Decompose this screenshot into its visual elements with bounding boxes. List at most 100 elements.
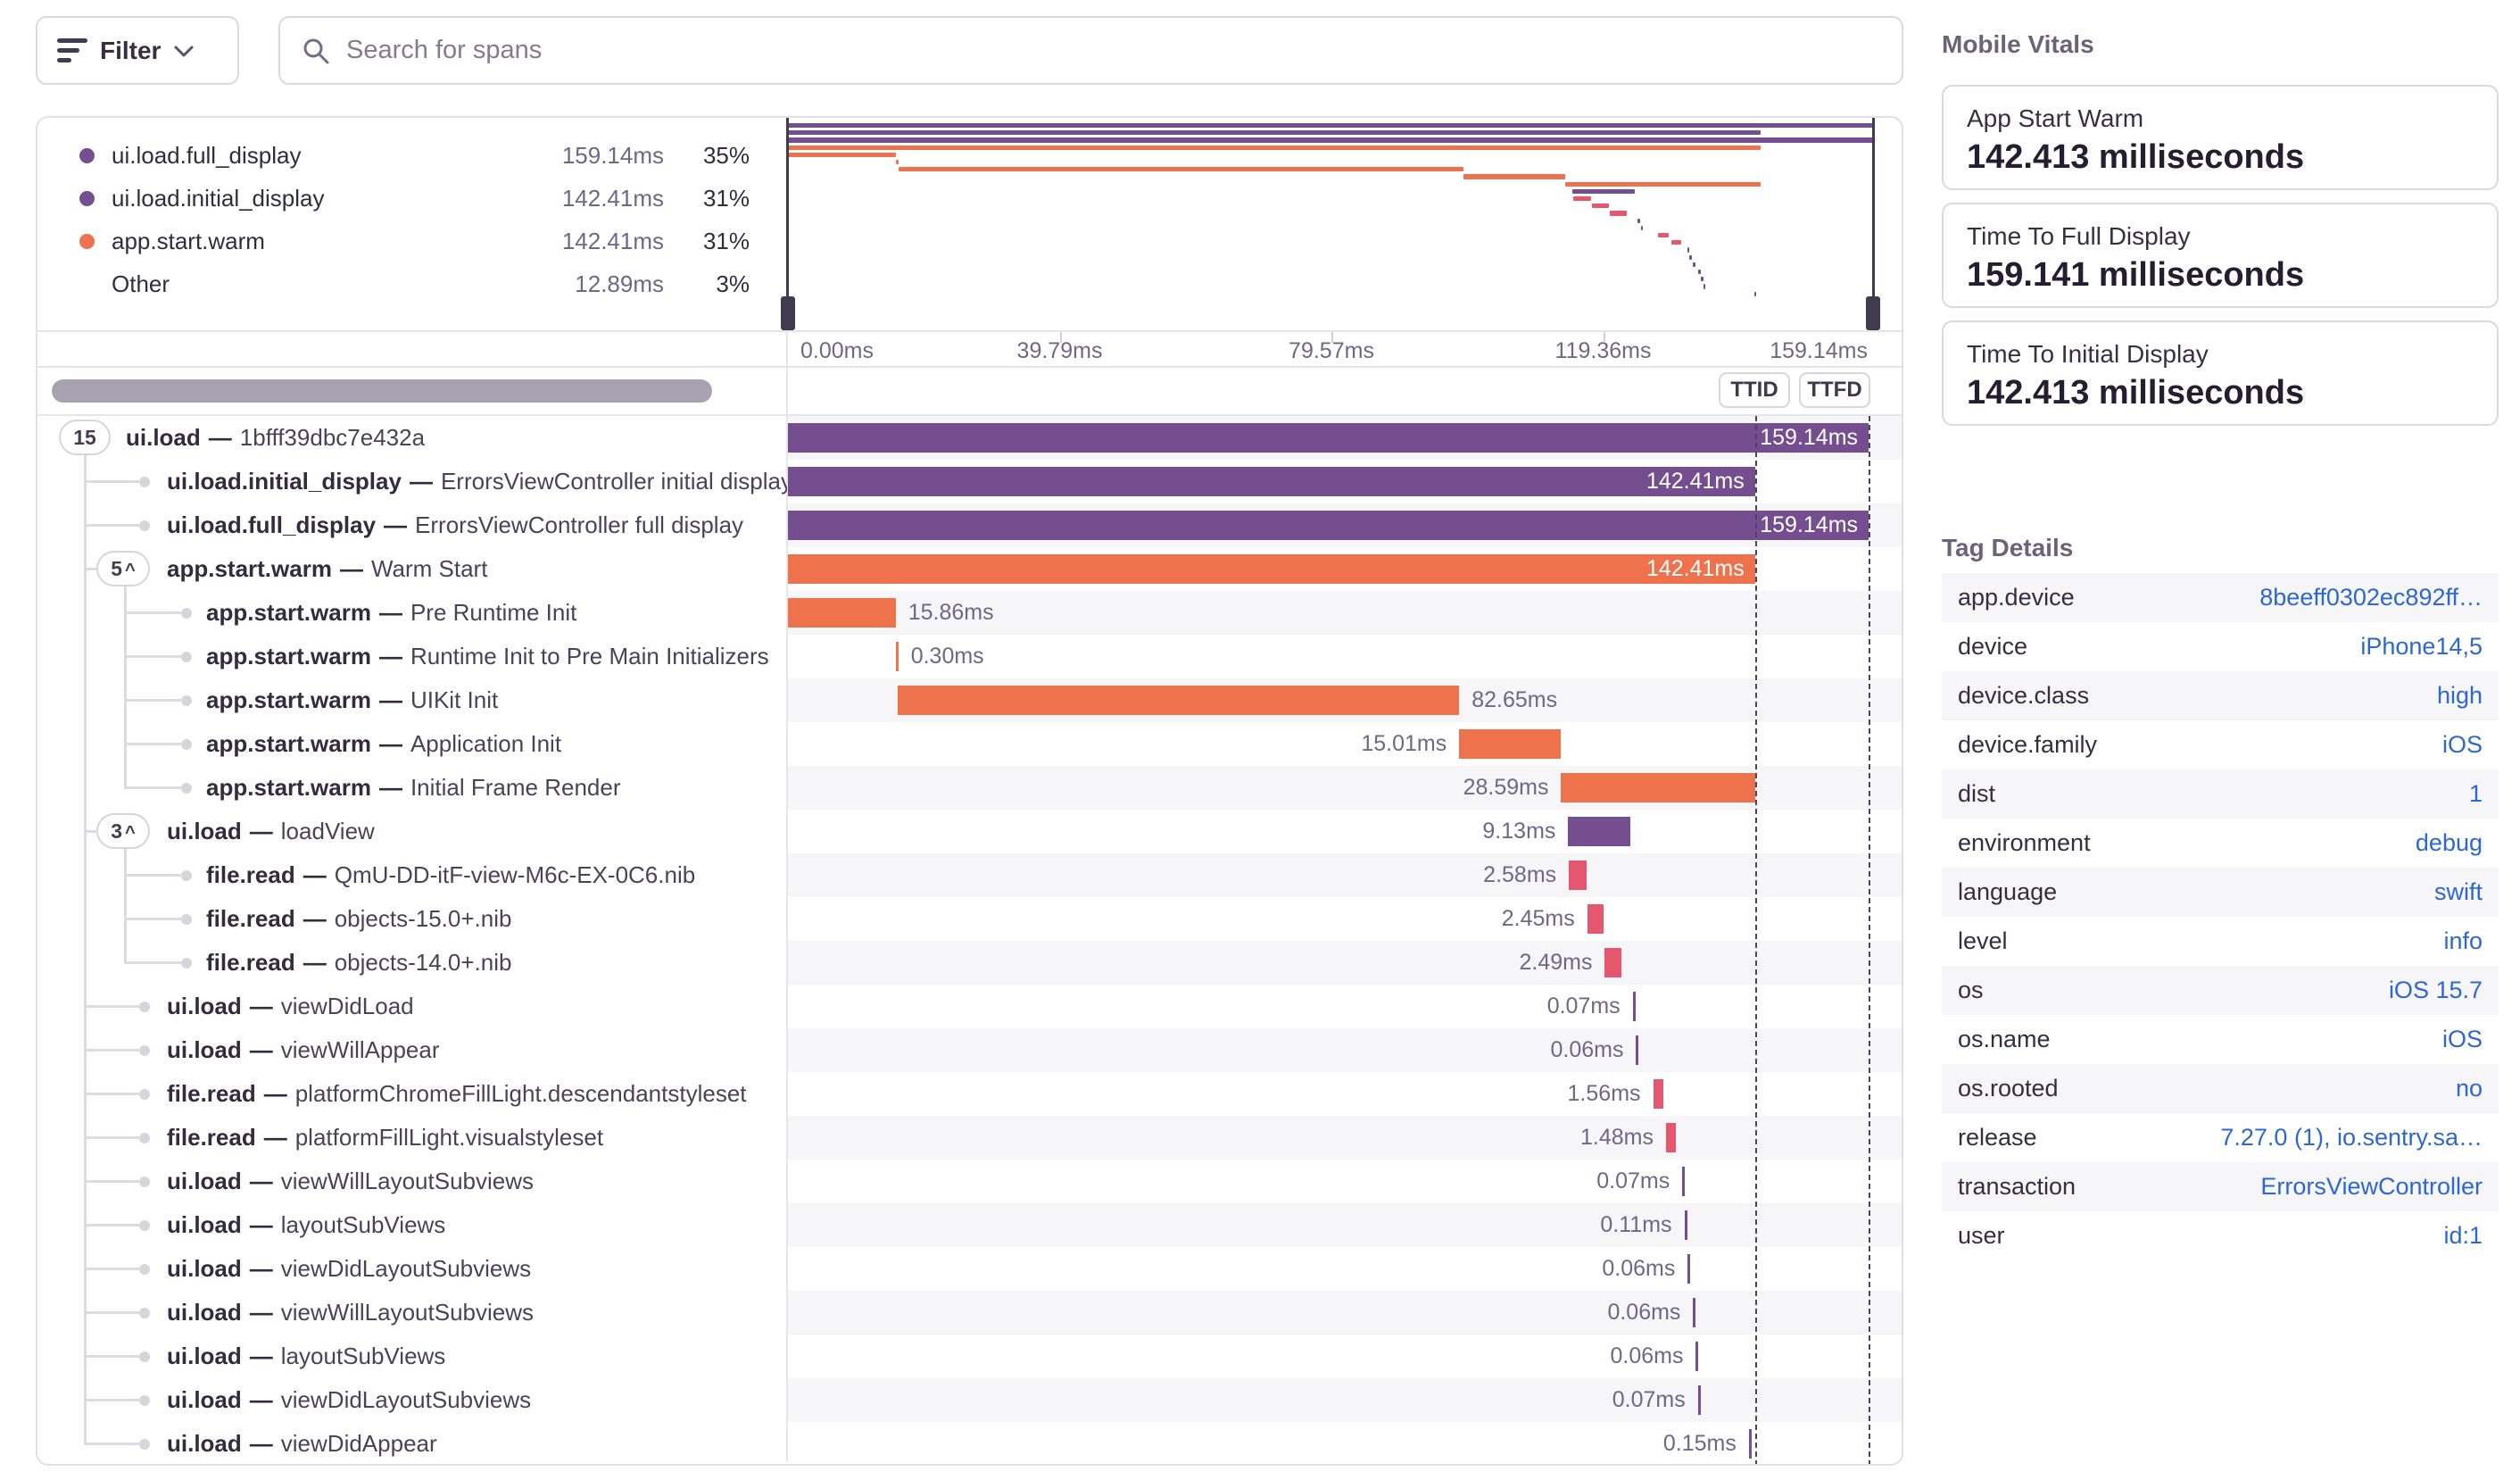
ttid-toggle[interactable]: TTID [1719, 372, 1790, 408]
span-waterfall-row[interactable]: 1.56ms [788, 1072, 1902, 1116]
span-waterfall-row[interactable]: 0.06ms [788, 1247, 1902, 1291]
span-tree-row[interactable]: ui.load — viewDidLayoutSubviews [37, 1378, 787, 1422]
span-duration-bar[interactable] [895, 642, 899, 671]
span-name[interactable]: file.read — platformChromeFillLight.descen… [167, 1072, 747, 1116]
span-tree-row[interactable]: app.start.warm — Initial Frame Render [37, 766, 787, 810]
span-waterfall-row[interactable]: 2.49ms [788, 941, 1902, 985]
span-waterfall-row[interactable]: 0.06ms [788, 1334, 1902, 1378]
span-waterfall-row[interactable]: 142.41ms [788, 460, 1902, 503]
span-duration-bar[interactable]: 142.41ms [788, 467, 1755, 496]
span-duration-bar[interactable] [1684, 1210, 1687, 1240]
span-duration-bar[interactable] [1653, 1079, 1664, 1109]
tag-value-link[interactable]: id:1 [2443, 1222, 2483, 1249]
span-duration-bar[interactable] [1632, 992, 1636, 1021]
horizontal-scrollbar[interactable] [52, 379, 712, 403]
span-tree-row[interactable]: ui.load — viewWillLayoutSubviews [37, 1160, 787, 1203]
span-tree-row[interactable]: file.read — platformChromeFillLight.descen… [37, 1072, 787, 1116]
span-waterfall-row[interactable]: 82.65ms [788, 678, 1902, 722]
span-tree-row[interactable]: app.start.warm — Application Init [37, 722, 787, 766]
tag-value-link[interactable]: ErrorsViewController [2260, 1173, 2483, 1200]
span-waterfall-row[interactable]: 28.59ms [788, 766, 1902, 810]
span-tree-row[interactable]: ui.load — viewDidAppear [37, 1422, 787, 1464]
span-waterfall-row[interactable]: 9.13ms [788, 810, 1902, 853]
span-tree-row[interactable]: ui.load.initial_display — ErrorsViewContro… [37, 460, 787, 503]
minimap-left-scrub-line[interactable] [786, 118, 789, 330]
span-tree-row[interactable]: file.read — objects-14.0+.nib [37, 941, 787, 985]
span-waterfall-row[interactable]: 0.06ms [788, 1028, 1902, 1072]
span-name[interactable]: ui.load — viewDidLayoutSubviews [167, 1247, 531, 1291]
span-name[interactable]: ui.load — viewWillAppear [167, 1028, 440, 1072]
span-duration-bar[interactable] [1569, 861, 1587, 890]
span-tree-row[interactable]: ui.load — viewWillAppear [37, 1028, 787, 1072]
span-children-badge[interactable]: 15 [59, 420, 111, 455]
ttfd-toggle[interactable]: TTFD [1799, 372, 1870, 408]
span-waterfall-row[interactable]: 0.30ms [788, 635, 1902, 678]
search-bar[interactable] [278, 16, 1903, 85]
span-children-badge[interactable]: 3 ^ [96, 813, 150, 849]
span-waterfall-row[interactable]: 1.48ms [788, 1116, 1902, 1160]
span-tree-row[interactable]: ui.load.full_display — ErrorsViewControlle… [37, 503, 787, 547]
span-waterfall-row[interactable]: 0.07ms [788, 985, 1902, 1028]
span-duration-bar[interactable] [1687, 1254, 1691, 1284]
span-tree-row[interactable]: app.start.warm — UIKit Init [37, 678, 787, 722]
span-tree-row[interactable]: 5 ^ app.start.warm — Warm Start [37, 547, 787, 591]
tag-value-link[interactable]: 8beeff0302ec892ff… [2259, 584, 2483, 611]
span-waterfall-row[interactable]: 15.01ms [788, 722, 1902, 766]
span-children-badge[interactable]: 5 ^ [96, 551, 150, 586]
span-name[interactable]: ui.load — viewDidLoad [167, 985, 414, 1028]
minimap-left-scrub-handle[interactable] [781, 296, 795, 330]
span-name[interactable]: ui.load — viewDidAppear [167, 1422, 437, 1464]
span-name[interactable]: app.start.warm — Runtime Init to Pre Main … [206, 635, 769, 678]
span-tree-row[interactable]: ui.load — layoutSubViews [37, 1334, 787, 1378]
span-name[interactable]: app.start.warm — Pre Runtime Init [206, 591, 576, 635]
tag-value-link[interactable]: iOS [2441, 731, 2483, 758]
span-waterfall-row[interactable]: 142.41ms [788, 547, 1902, 591]
tag-value-link[interactable]: 1 [2468, 780, 2483, 807]
span-duration-bar[interactable] [1665, 1123, 1677, 1152]
span-name[interactable]: app.start.warm — UIKit Init [206, 678, 498, 722]
span-tree-row[interactable]: file.read — QmU-DD-itF-view-M6c-EX-0C6.nib [37, 853, 787, 897]
tag-value-link[interactable]: swift [2434, 878, 2483, 905]
span-name[interactable]: app.start.warm — Application Init [206, 722, 561, 766]
tag-value-link[interactable]: high [2436, 682, 2483, 709]
span-duration-bar[interactable] [1748, 1429, 1752, 1459]
tag-value-link[interactable]: iPhone14,5 [2360, 633, 2483, 660]
tag-value-link[interactable]: debug [2415, 829, 2483, 856]
span-duration-bar[interactable] [898, 686, 1460, 715]
span-waterfall-row[interactable]: 0.11ms [788, 1203, 1902, 1247]
span-tree-row[interactable]: ui.load — viewDidLoad [37, 985, 787, 1028]
span-name[interactable]: ui.load — viewDidLayoutSubviews [167, 1378, 531, 1422]
span-duration-bar[interactable] [1695, 1342, 1699, 1371]
filter-button[interactable]: Filter [36, 16, 239, 85]
span-duration-bar[interactable] [1682, 1167, 1686, 1196]
span-name[interactable]: ui.load — 1bfff39dbc7e432a [126, 416, 425, 460]
span-name[interactable]: ui.load — viewWillLayoutSubviews [167, 1160, 534, 1203]
span-duration-bar[interactable] [1604, 948, 1622, 977]
span-waterfall-row[interactable]: 159.14ms [788, 416, 1902, 460]
span-duration-bar[interactable]: 159.14ms [788, 423, 1869, 453]
span-tree-row[interactable]: ui.load — layoutSubViews [37, 1203, 787, 1247]
span-duration-bar[interactable]: 159.14ms [788, 511, 1869, 540]
span-name[interactable]: app.start.warm — Warm Start [167, 547, 487, 591]
span-tree-row[interactable]: 3 ^ ui.load — loadView [37, 810, 787, 853]
span-waterfall-row[interactable]: 2.58ms [788, 853, 1902, 897]
tag-value-link[interactable]: 7.27.0 (1), io.sentry.sa… [2220, 1124, 2483, 1151]
span-duration-bar[interactable] [1568, 817, 1630, 846]
span-waterfall-row[interactable]: 0.07ms [788, 1378, 1902, 1422]
tag-value-link[interactable]: iOS [2441, 1026, 2483, 1052]
span-tree-row[interactable]: app.start.warm — Runtime Init to Pre Main … [37, 635, 787, 678]
span-waterfall-row[interactable]: 15.86ms [788, 591, 1902, 635]
tag-value-link[interactable]: no [2455, 1075, 2483, 1102]
span-duration-bar[interactable] [1697, 1385, 1701, 1415]
span-duration-bar[interactable] [1459, 729, 1562, 759]
span-waterfall-row[interactable]: 2.45ms [788, 897, 1902, 941]
span-tree-row[interactable]: ui.load — viewWillLayoutSubviews [37, 1291, 787, 1334]
minimap-right-scrub-line[interactable] [1872, 118, 1875, 330]
search-input[interactable] [344, 35, 1880, 66]
span-name[interactable]: ui.load — layoutSubViews [167, 1203, 445, 1247]
span-waterfall-row[interactable]: 159.14ms [788, 503, 1902, 547]
span-waterfall-row[interactable]: 0.15ms [788, 1422, 1902, 1464]
trace-minimap[interactable] [781, 118, 1880, 330]
span-name[interactable]: file.read — platformFillLight.visualstyles… [167, 1116, 603, 1160]
span-name[interactable]: ui.load — layoutSubViews [167, 1334, 445, 1378]
